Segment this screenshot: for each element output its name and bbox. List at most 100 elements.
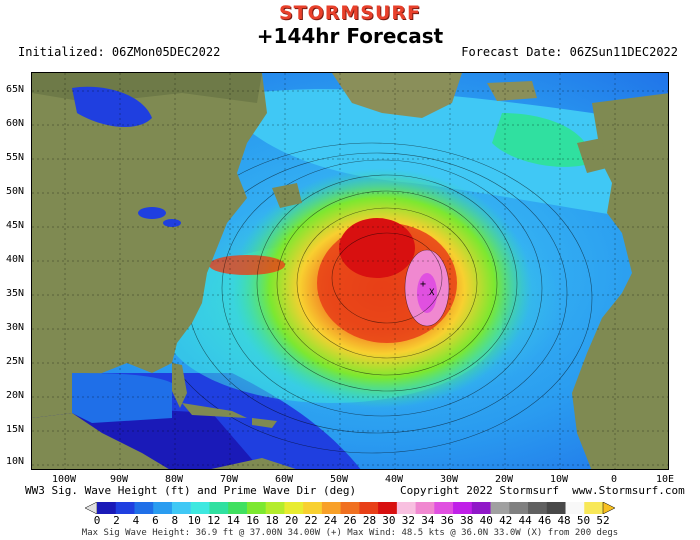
lon-label: 60W <box>274 474 294 485</box>
colorbar-label: 20 <box>284 514 299 527</box>
colorbar-swatch <box>284 502 304 514</box>
lon-label: 100W <box>51 474 77 485</box>
lat-label: 60N <box>6 118 25 129</box>
colorbar-label: 10 <box>187 514 201 527</box>
colorbar-swatch <box>378 502 398 514</box>
color-scale-bar <box>85 502 615 514</box>
colorbar-swatch <box>97 502 117 514</box>
max-wave-marker: + <box>420 279 426 290</box>
colorbar-label: 12 <box>207 514 221 527</box>
lon-label: 40W <box>384 474 404 485</box>
colorbar-swatch <box>584 502 604 514</box>
lon-label: 10W <box>549 474 569 485</box>
lon-label: 50W <box>329 474 349 485</box>
colorbar-swatch <box>265 502 285 514</box>
forecast-date-text: Forecast Date: 06ZSun11DEC2022 <box>461 45 678 59</box>
graticule <box>32 73 668 469</box>
colorbar-label: 48 <box>557 514 571 527</box>
colorbar-swatch <box>190 502 210 514</box>
lat-label: 25N <box>6 356 25 367</box>
colorbar-label: 32 <box>401 514 415 527</box>
colorbar-swatch <box>415 502 435 514</box>
stormsurf-logo: STORMSURF <box>278 2 422 24</box>
colorbar-swatch <box>228 502 248 514</box>
colorbar-label: 40 <box>479 514 493 527</box>
lat-label: 55N <box>6 152 25 163</box>
lat-label: 40N <box>6 254 25 265</box>
lat-label: 35N <box>6 288 25 299</box>
colorbar-swatch <box>209 502 229 514</box>
colorbar-swatch <box>490 502 510 514</box>
colorbar-swatch <box>340 502 360 514</box>
colorbar-swatch <box>303 502 323 514</box>
lat-label: 65N <box>6 84 25 95</box>
lon-label: 70W <box>219 474 239 485</box>
lat-label: 20N <box>6 390 25 401</box>
central-america <box>32 413 169 469</box>
colorbar-label: 24 <box>323 514 338 527</box>
colorbar-min-arrow <box>85 502 98 514</box>
colorbar-swatch <box>321 502 342 514</box>
colorbar-label: 4 <box>132 514 140 527</box>
wave-height-map: + X <box>31 72 669 470</box>
cuba <box>182 403 247 418</box>
colorbar-swatch <box>471 502 492 514</box>
colorbar-label: 0 <box>93 514 101 527</box>
lon-label: 20W <box>494 474 514 485</box>
colorbar-swatch <box>509 502 529 514</box>
colorbar-swatch <box>453 502 473 514</box>
europe-land <box>592 93 668 273</box>
colorbar-label: 44 <box>518 514 532 527</box>
lon-label: 30W <box>439 474 459 485</box>
lat-label: 50N <box>6 186 25 197</box>
colorbar-label: 38 <box>460 514 474 527</box>
south-america <box>211 458 296 469</box>
lat-label: 30N <box>6 322 25 333</box>
great-lakes <box>138 207 166 219</box>
forecast-title: +144hr Forecast <box>256 24 444 48</box>
colorbar-swatch <box>434 502 454 514</box>
colorbar-label: 18 <box>265 514 279 527</box>
hudson-bay <box>72 86 152 128</box>
max-stats-text: Max Sig Wave Height: 36.9 ft @ 37.00N 34… <box>81 528 619 538</box>
lat-label: 10N <box>6 456 25 467</box>
colorbar-swatch <box>246 502 267 514</box>
colorbar-label: 42 <box>499 514 513 527</box>
colorbar-label: 14 <box>226 514 240 527</box>
colorbar-swatch <box>565 502 585 514</box>
colorbar-label: 8 <box>171 514 179 527</box>
colorbar-label: 50 <box>576 514 591 527</box>
colorbar-label: 52 <box>596 514 610 527</box>
colorbar-label: 46 <box>537 514 552 527</box>
africa-land <box>572 273 668 469</box>
lon-label: 10E <box>655 474 675 485</box>
colorbar-swatch <box>115 502 135 514</box>
colorbar-swatch <box>153 502 173 514</box>
colorbar-label: 6 <box>152 514 159 527</box>
initialized-text: Initialized: 06ZMon05DEC2022 <box>18 45 221 59</box>
greenland <box>332 73 462 118</box>
map-canvas: + X <box>32 73 668 469</box>
colorbar-swatch <box>528 502 548 514</box>
colorbar-label: 16 <box>246 514 260 527</box>
british-isles <box>577 138 607 173</box>
lon-label: 80W <box>164 474 184 485</box>
colorbar-label: 28 <box>362 514 377 527</box>
colorbar-label: 22 <box>304 514 318 527</box>
colorbar-label: 36 <box>440 514 454 527</box>
gulf-of-mexico <box>72 373 172 423</box>
lat-label: 45N <box>6 220 25 231</box>
colorbar-label: 2 <box>113 514 120 527</box>
colorbar-swatch <box>396 502 417 514</box>
newfoundland <box>272 183 302 208</box>
colorbar-swatch <box>171 502 192 514</box>
colorbar-swatch <box>134 502 154 514</box>
lat-label: 15N <box>6 424 25 435</box>
lon-label: 90W <box>109 474 129 485</box>
colorbar-label: 34 <box>421 514 435 527</box>
lon-label: 0 <box>610 474 618 485</box>
max-wind-marker: X <box>429 288 435 298</box>
colorbar-swatch <box>546 502 567 514</box>
copyright-text: Copyright 2022 Stormsurf www.Stormsurf.c… <box>400 484 685 497</box>
map-caption: WW3 Sig. Wave Height (ft) and Prime Wave… <box>25 484 357 497</box>
